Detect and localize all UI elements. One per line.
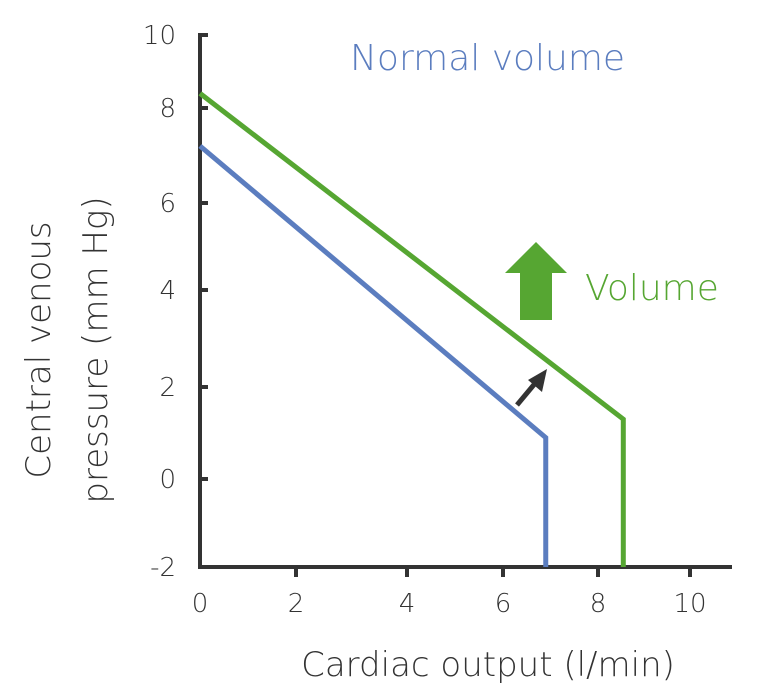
y-tick-label: 0 xyxy=(159,465,176,495)
y-axis-label-line1: Central venous xyxy=(19,221,59,478)
x-tick-label: 2 xyxy=(288,589,305,619)
series-line-normal-volume xyxy=(198,144,549,567)
y-tick-label: 2 xyxy=(159,373,176,403)
x-tick-label: 4 xyxy=(399,589,416,619)
series-line-volume xyxy=(198,91,626,567)
y-axis-label-line2: pressure (mm Hg) xyxy=(76,196,116,503)
y-tick-label: -2 xyxy=(150,553,176,583)
y-tick-label: 8 xyxy=(159,94,176,124)
x-tick-label: 10 xyxy=(673,589,706,619)
x-tick-label: 6 xyxy=(495,589,512,619)
y-tick-label: 6 xyxy=(159,189,176,219)
x-axis-label: Cardiac output (l/min) xyxy=(301,645,675,685)
shift-arrow-icon xyxy=(528,369,547,392)
shift-arrow-shaft xyxy=(515,379,539,407)
y-tick-label: 10 xyxy=(143,21,176,51)
y-tick-label: 4 xyxy=(159,276,176,306)
volume-label: Volume xyxy=(585,268,719,309)
normal-volume-label: Normal volume xyxy=(350,38,625,79)
up-arrow-icon xyxy=(505,242,567,320)
x-tick-label: 8 xyxy=(590,589,607,619)
x-tick-label: 0 xyxy=(192,589,209,619)
